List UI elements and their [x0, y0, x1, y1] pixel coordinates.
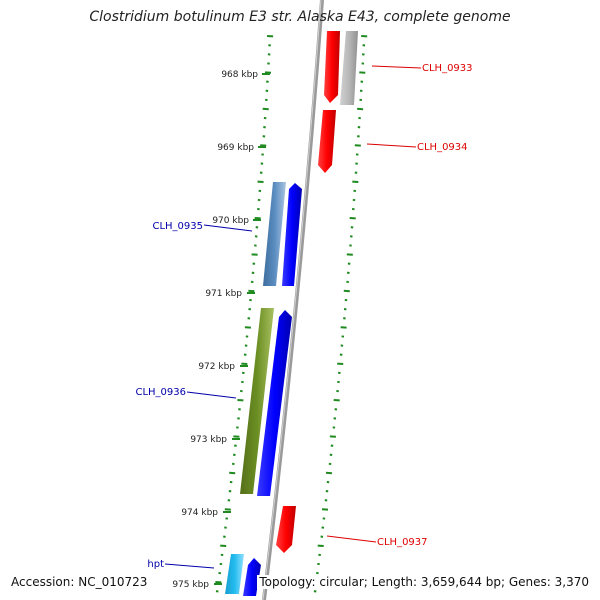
kbp-label: 973 kbp: [190, 435, 227, 445]
gene-features: [225, 31, 358, 596]
kbp-label: 974 kbp: [181, 508, 218, 518]
kbp-label: 975 kbp: [172, 580, 209, 590]
gene-clh0935-cog[interactable]: [263, 182, 286, 286]
kbp-label: 968 kbp: [221, 70, 258, 80]
kbp-label: 969 kbp: [217, 143, 254, 153]
gene-clh0933-cog[interactable]: [340, 31, 358, 105]
outer-tick-track: [313, 35, 368, 593]
kbp-axis: 968 kbp 969 kbp 970 kbp 971 kbp 972 kbp …: [172, 70, 270, 590]
gene-label-hpt[interactable]: hpt: [147, 559, 164, 570]
gene-clh0933[interactable]: [324, 31, 340, 103]
gene-clh0936[interactable]: [257, 310, 292, 496]
kbp-label: 971 kbp: [205, 289, 242, 299]
gene-label-clh0937[interactable]: CLH_0937: [377, 537, 428, 548]
gene-clh0936-cog[interactable]: [240, 308, 274, 494]
gene-label-clh0934[interactable]: CLH_0934: [417, 142, 468, 153]
gene-clh0935[interactable]: [282, 183, 302, 286]
gene-labels: CLH_0933 CLH_0934 CLH_0935 CLH_0936 CLH_…: [135, 63, 472, 570]
gene-hpt[interactable]: [243, 558, 261, 596]
gene-clh0934[interactable]: [318, 110, 336, 173]
gene-label-leaders: [164, 65, 422, 569]
gene-label-clh0933[interactable]: CLH_0933: [422, 63, 473, 74]
gene-label-clh0935[interactable]: CLH_0935: [152, 221, 203, 232]
gene-clh0937[interactable]: [276, 506, 296, 553]
genome-backbone-highlight: [262, 0, 322, 600]
genome-backbone: [262, 0, 324, 600]
gene-label-clh0936[interactable]: CLH_0936: [135, 387, 186, 398]
gene-hpt-cog[interactable]: [225, 554, 244, 594]
map-title: Clostridium botulinum E3 str. Alaska E43…: [89, 9, 511, 25]
kbp-label: 972 kbp: [198, 362, 235, 372]
genome-summary-text: Topology: circular; Length: 3,659,644 bp…: [257, 575, 591, 589]
accession-text: Accession: NC_010723: [9, 575, 150, 589]
kbp-label: 970 kbp: [212, 216, 249, 226]
inner-tick-track: [215, 35, 274, 593]
